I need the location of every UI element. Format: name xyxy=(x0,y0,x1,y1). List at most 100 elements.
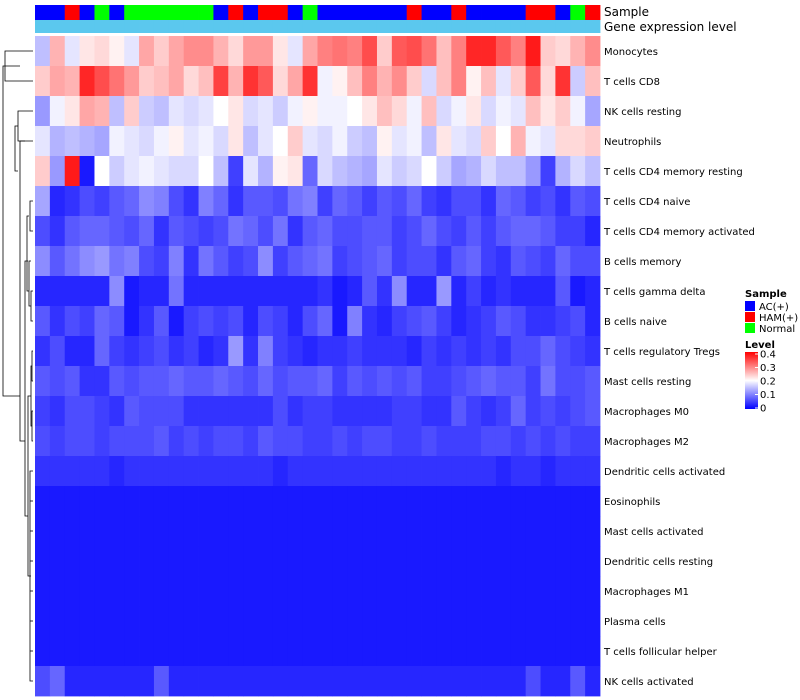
heatmap-cell xyxy=(94,666,110,697)
heatmap-cell xyxy=(555,636,571,667)
gene-expression-annotation-cell xyxy=(540,20,556,33)
heatmap-cell xyxy=(109,396,125,427)
heatmap-cell xyxy=(243,636,259,667)
heatmap-cell xyxy=(376,186,393,217)
heatmap-cell xyxy=(302,456,318,487)
heatmap-cell xyxy=(243,366,259,397)
heatmap-cell xyxy=(347,336,363,367)
heatmap-cell xyxy=(406,336,422,367)
heatmap-cell xyxy=(79,456,95,487)
heatmap-cell xyxy=(213,426,229,457)
heatmap-cell xyxy=(272,456,289,487)
gene-expression-annotation-cell xyxy=(391,20,408,33)
heatmap-cell xyxy=(570,66,586,97)
heatmap-cell xyxy=(555,516,571,547)
heatmap-cell xyxy=(183,306,199,337)
heatmap-cell xyxy=(139,36,155,67)
heatmap-cell xyxy=(481,156,497,187)
heatmap-cell xyxy=(153,606,170,637)
sample-annotation-cell xyxy=(49,5,66,20)
heatmap-cell xyxy=(109,456,125,487)
heatmap-cell xyxy=(168,606,185,637)
heatmap-cell xyxy=(481,276,497,307)
heatmap-cell xyxy=(258,606,274,637)
heatmap-cell xyxy=(139,546,155,577)
heatmap-cell xyxy=(332,576,348,607)
heatmap-cell xyxy=(287,156,304,187)
heatmap-cell xyxy=(79,156,95,187)
heatmap-cell xyxy=(198,36,214,67)
heatmap-cell xyxy=(258,66,274,97)
heatmap-cell xyxy=(451,426,467,457)
heatmap-cell xyxy=(35,186,51,217)
heatmap-cell xyxy=(213,216,229,247)
heatmap-cell xyxy=(510,486,527,517)
heatmap-cell xyxy=(481,66,497,97)
heatmap-cell xyxy=(317,246,333,277)
heatmap-cell xyxy=(287,96,304,127)
heatmap-cell xyxy=(94,96,110,127)
heatmap-cell xyxy=(258,396,274,427)
heatmap-cell xyxy=(272,606,289,637)
heatmap-cell xyxy=(466,36,482,67)
heatmap-cell xyxy=(540,636,556,667)
heatmap-cell xyxy=(585,396,601,427)
heatmap-cell xyxy=(272,156,289,187)
heatmap-cell xyxy=(183,636,199,667)
heatmap-cell xyxy=(585,276,601,307)
heatmap-cell xyxy=(287,366,304,397)
heatmap-cell xyxy=(347,396,363,427)
sample-annotation-cell xyxy=(258,5,274,20)
heatmap-cell xyxy=(228,366,244,397)
heatmap-cell xyxy=(139,156,155,187)
heatmap-cell xyxy=(49,186,66,217)
heatmap-cell xyxy=(525,36,541,67)
sample-annotation-cell xyxy=(436,5,452,20)
heatmap-cell xyxy=(94,276,110,307)
heatmap-cell xyxy=(287,306,304,337)
heatmap-cell xyxy=(466,426,482,457)
heatmap-cell xyxy=(79,636,95,667)
heatmap-cell xyxy=(139,396,155,427)
heatmap-cell xyxy=(347,546,363,577)
sample-annotation-cell xyxy=(317,5,333,20)
heatmap-cell xyxy=(287,216,304,247)
heatmap-cell xyxy=(317,456,333,487)
heatmap-cell xyxy=(272,336,289,367)
heatmap-cell xyxy=(376,66,393,97)
heatmap-cell xyxy=(109,576,125,607)
heatmap-cell xyxy=(347,636,363,667)
heatmap-cell xyxy=(362,576,378,607)
heatmap-cell xyxy=(213,336,229,367)
heatmap-cell xyxy=(228,636,244,667)
heatmap-cell xyxy=(436,66,452,97)
heatmap-cell xyxy=(64,636,81,667)
sample-annotation-cell xyxy=(570,5,586,20)
heatmap-cell xyxy=(153,186,170,217)
gene-expression-annotation-cell xyxy=(287,20,304,33)
heatmap-cell xyxy=(317,546,333,577)
heatmap-cell xyxy=(109,216,125,247)
heatmap-cell xyxy=(466,246,482,277)
heatmap-cell xyxy=(495,186,512,217)
heatmap-cell xyxy=(49,96,66,127)
heatmap-cell xyxy=(153,396,170,427)
heatmap-cell xyxy=(466,366,482,397)
heatmap-cell xyxy=(228,246,244,277)
heatmap-cell xyxy=(168,36,185,67)
heatmap-cell xyxy=(124,306,140,337)
heatmap-cell xyxy=(258,516,274,547)
gene-expression-annotation-cell xyxy=(481,20,497,33)
heatmap-cell xyxy=(466,456,482,487)
heatmap-cell xyxy=(525,186,541,217)
heatmap-cell xyxy=(391,576,408,607)
heatmap-cell xyxy=(49,456,66,487)
heatmap-cell xyxy=(555,276,571,307)
heatmap-cell xyxy=(421,666,437,697)
heatmap-cell xyxy=(49,426,66,457)
heatmap-cell xyxy=(94,216,110,247)
heatmap-cell xyxy=(391,186,408,217)
heatmap-cell xyxy=(421,246,437,277)
heatmap-cell xyxy=(258,306,274,337)
legend-tick-label: 0.3 xyxy=(760,363,776,374)
